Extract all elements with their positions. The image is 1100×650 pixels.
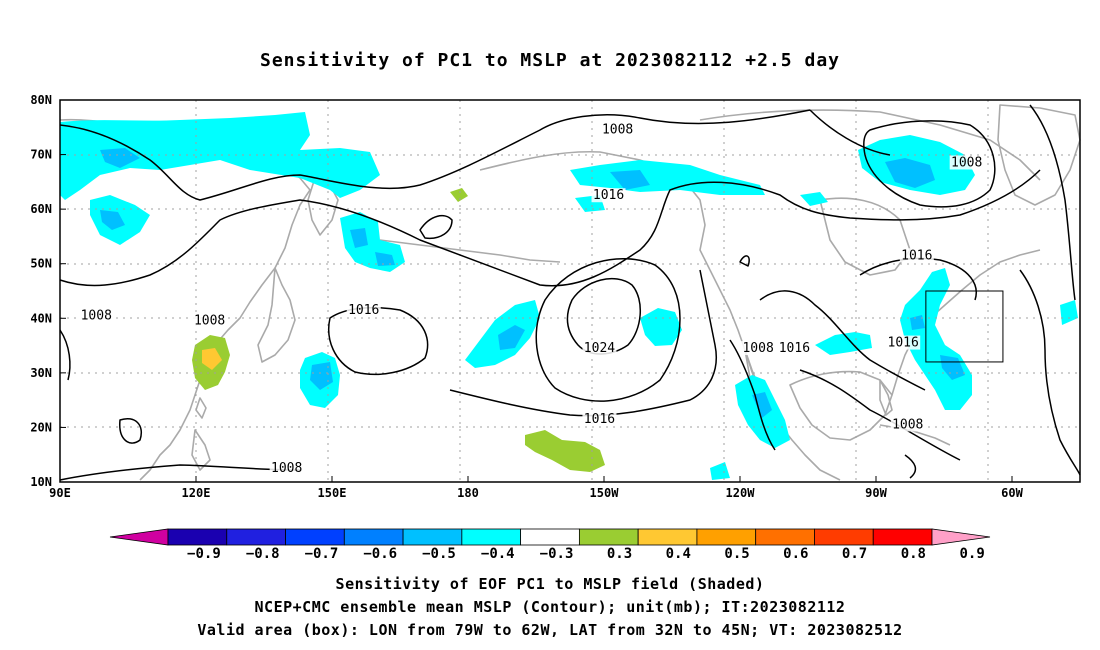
colorbar-segment: [343, 528, 404, 546]
colorbar-segment: [755, 528, 815, 546]
map-frame: [59, 99, 1081, 483]
lon-tick-label: 150W: [590, 486, 620, 500]
lon-tick-label: 60W: [1001, 486, 1023, 500]
colorbar-label: −0.7: [305, 546, 339, 562]
lat-tick-label: 50N: [30, 257, 52, 271]
caption-line-1: Sensitivity of EOF PC1 to MSLP field (Sh…: [335, 575, 765, 593]
colorbar-label: 0.9: [959, 546, 984, 562]
colorbar-label: −0.3: [540, 546, 574, 562]
contour-label-bg: [777, 341, 812, 356]
colorbar-max-triangle: [931, 528, 991, 546]
contour-label: 1008: [271, 461, 302, 476]
colorbar-min-triangle: [109, 528, 169, 546]
colorbar-segment: [520, 528, 580, 546]
lat-tick-label: 80N: [30, 93, 52, 107]
colorbar-label: 0.7: [842, 546, 867, 562]
lon-tick-label: 90W: [865, 486, 887, 500]
lon-tick-label: 150E: [318, 486, 347, 500]
lon-tick-label: 120E: [182, 486, 211, 500]
axis-ticks: 90E 120E 150E 180 150W 120W 90W 60W 80N 70N 60N 50N…: [30, 93, 1023, 500]
colorbar-label: −0.6: [363, 546, 397, 562]
contour-label: 1008: [602, 123, 633, 138]
contour-label-bg: [346, 302, 381, 317]
colorbar: −0.9 −0.8 −0.7 −0.6 −0.5 −0.4 −0.3 0.3 0.4 0.5 0.6…: [109, 528, 991, 562]
figure-title: Sensitivity of PC1 to MSLP at 2023082112…: [259, 50, 840, 71]
lat-tick-label: 60N: [30, 202, 52, 216]
colorbar-segment: [285, 528, 345, 546]
valid-area-box: [925, 290, 1004, 363]
contour-label-bg: [741, 341, 776, 356]
contour-label: 1016: [888, 336, 919, 351]
contour-label-bg: [890, 417, 925, 432]
contour-label: 1008: [194, 314, 225, 329]
contour-label: 1016: [593, 188, 624, 203]
colorbar-segment: [696, 528, 757, 546]
lon-tick-label: 120W: [726, 486, 756, 500]
contour-label: 1024: [584, 341, 615, 356]
contour-label-bg: [949, 155, 984, 170]
contour-label: 1008: [892, 417, 923, 432]
lat-tick-label: 30N: [30, 366, 52, 380]
lat-tick-label: 40N: [30, 311, 52, 325]
lat-tick-label: 10N: [30, 475, 52, 489]
colorbar-label: 0.5: [724, 546, 749, 562]
contour-label: 1016: [901, 248, 932, 263]
contour-label-bg: [582, 341, 617, 356]
contour-labels: 1008 1016 1016 1008 1008 1008 1016 1024 1008 1016…: [79, 122, 984, 476]
contour-label-bg: [899, 248, 934, 263]
colorbar-label: −0.4: [481, 546, 515, 562]
colorbar-segment: [814, 528, 874, 546]
colorbar-label: 0.4: [666, 546, 691, 562]
colorbar-label: 0.3: [607, 546, 632, 562]
contour-label: 1008: [951, 155, 982, 170]
colorbar-segment: [226, 528, 286, 546]
colorbar-segment: [461, 528, 522, 546]
contour-label: 1016: [779, 341, 810, 356]
colorbar-label: −0.8: [246, 546, 280, 562]
colorbar-label: −0.9: [187, 546, 221, 562]
contour-label-bg: [582, 411, 617, 426]
lon-tick-label: 180: [457, 486, 479, 500]
contour-label-bg: [269, 461, 304, 476]
lon-tick-label: 90E: [49, 486, 71, 500]
colorbar-label: 0.8: [901, 546, 926, 562]
colorbar-segment: [872, 528, 933, 546]
sensitivity-shading: [60, 112, 1078, 480]
contour-label-bg: [192, 313, 227, 328]
lat-tick-label: 20N: [30, 420, 52, 434]
colorbar-segment: [167, 528, 228, 546]
mslp-contours: [59, 104, 1081, 481]
colorbar-segment: [402, 528, 463, 546]
contour-label: 1008: [742, 341, 773, 356]
caption-line-3: Valid area (box): LON from 79W to 62W, L…: [197, 621, 903, 639]
colorbar-label: −0.5: [422, 546, 456, 562]
lat-tick-label: 70N: [30, 148, 52, 162]
caption-line-2: NCEP+CMC ensemble mean MSLP (Contour); u…: [254, 598, 846, 616]
contour-label-bg: [886, 335, 921, 350]
colorbar-segment: [637, 528, 698, 546]
contour-label: 1016: [348, 303, 379, 318]
contour-label-bg: [591, 188, 626, 203]
colorbar-label: 0.6: [783, 546, 808, 562]
contour-label-bg: [79, 308, 114, 323]
contour-label-bg: [600, 122, 635, 137]
contour-label: 1008: [81, 308, 112, 323]
contour-label: 1016: [584, 412, 615, 427]
colorbar-segment: [578, 528, 639, 546]
